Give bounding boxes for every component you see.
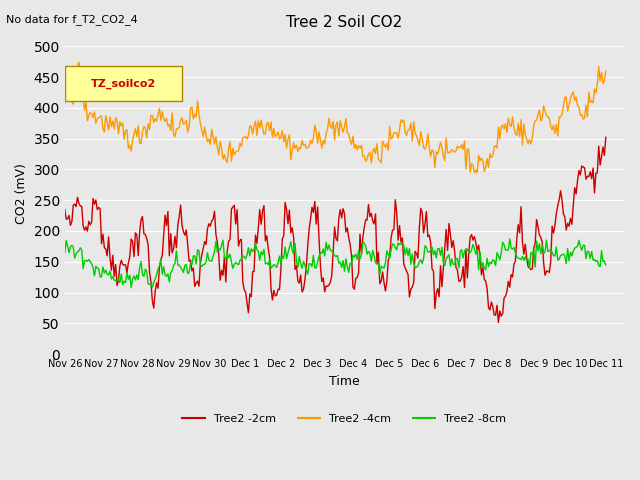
Y-axis label: CO2 (mV): CO2 (mV): [15, 164, 28, 225]
Legend: Tree2 -2cm, Tree2 -4cm, Tree2 -8cm: Tree2 -2cm, Tree2 -4cm, Tree2 -8cm: [178, 410, 511, 429]
Text: TZ_soilco2: TZ_soilco2: [91, 78, 156, 89]
Text: No data for f_T2_CO2_4: No data for f_T2_CO2_4: [6, 14, 138, 25]
Title: Tree 2 Soil CO2: Tree 2 Soil CO2: [286, 15, 403, 30]
X-axis label: Time: Time: [329, 374, 360, 387]
FancyBboxPatch shape: [65, 66, 182, 101]
